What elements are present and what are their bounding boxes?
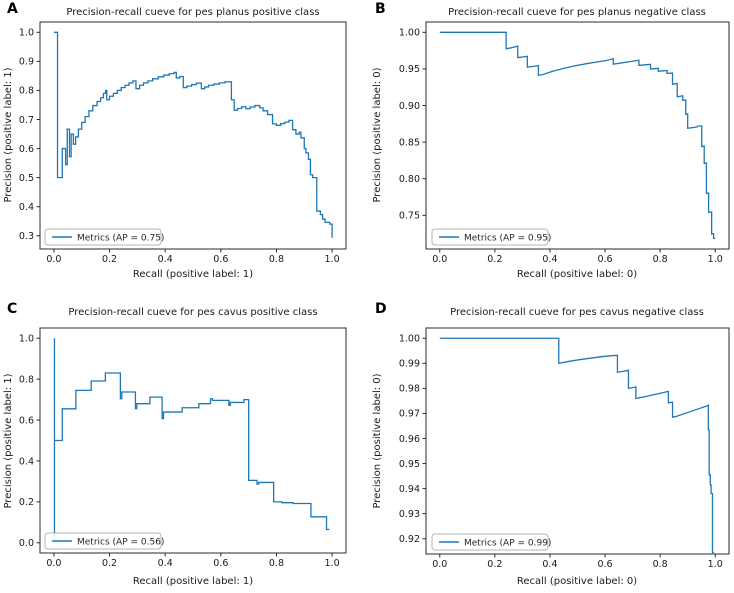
x-axis-tick-label: 0.4 [158, 254, 173, 265]
panel-c-xaxis-label: Recall (positive label: 1) [133, 576, 253, 587]
x-axis-tick-label: 0.8 [653, 254, 668, 265]
y-axis-tick-label: 0.4 [19, 202, 34, 213]
y-axis-tick-label: 1.00 [399, 28, 420, 39]
panel-c-title: Precision-recall cueve for pes cavus pos… [68, 307, 317, 318]
legend-label: Metrics (AP = 0.75) [77, 234, 164, 244]
y-axis-tick-label: 1.00 [399, 334, 420, 345]
panel-a-xaxis-label: Recall (positive label: 1) [133, 269, 253, 280]
x-axis-tick-label: 0.8 [653, 559, 668, 570]
panel-c-legend: Metrics (AP = 0.56) [44, 532, 164, 550]
x-axis-tick-label: 0.2 [487, 559, 502, 570]
y-axis-tick-label: 0.2 [19, 497, 34, 508]
panel-a: 0.0 0.2 0.4 0.6 0.8 1.0 0.3 0.4 0.5 0.6 0.7 0.8 0.9 1… [0, 0, 367, 296]
y-axis-tick-label: 0.92 [399, 534, 420, 545]
panel-a-yaxis-label: Precision (positive label: 1) [3, 67, 14, 202]
x-axis-tick-label: 0.8 [269, 558, 284, 569]
x-axis-tick-label: 0.2 [487, 254, 502, 265]
y-axis-tick-label: 0.0 [19, 538, 34, 549]
panel-d-plot: 0.0 0.2 0.4 0.6 0.8 1.0 0.92 0.93 0.94 0.95 0.96 0.… [372, 301, 730, 587]
y-axis-tick-label: 0.85 [399, 137, 420, 148]
x-axis-tick-label: 0.0 [432, 254, 447, 265]
legend-label: Metrics (AP = 0.99) [464, 539, 551, 549]
panel-b-title: Precision-recall cueve for pes planus ne… [448, 7, 706, 18]
panel-a-legend: Metrics (AP = 0.75) [44, 228, 164, 246]
panel-c-letter: C [7, 301, 17, 317]
y-axis-tick-label: 0.98 [399, 384, 420, 395]
y-axis-tick-label: 0.99 [399, 359, 420, 370]
panel-d-legend: Metrics (AP = 0.99) [431, 533, 551, 551]
panel-d-title: Precision-recall cueve for pes cavus neg… [450, 307, 704, 318]
legend-label: Metrics (AP = 0.95) [464, 234, 551, 244]
panel-b-yaxis-label: Precision (positive label: 0) [372, 67, 383, 202]
y-axis-tick-label: 0.90 [399, 101, 420, 112]
panel-b-legend: Metrics (AP = 0.95) [431, 228, 551, 246]
x-axis-tick-label: 0.4 [542, 559, 557, 570]
panel-b: 0.0 0.2 0.4 0.6 0.8 1.0 0.75 0.80 0.85 0.90 0.95 1.… [367, 0, 734, 296]
y-axis-tick-label: 1.0 [19, 28, 34, 39]
pr-curve-line [439, 337, 714, 554]
y-axis-tick-label: 0.80 [399, 174, 420, 185]
axes-frame [39, 327, 347, 554]
y-axis-tick-label: 0.95 [399, 64, 420, 75]
y-axis-tick-label: 0.97 [399, 409, 420, 420]
y-axis-tick-label: 0.9 [19, 57, 34, 68]
y-axis-tick-label: 0.96 [399, 434, 420, 445]
panel-b-xaxis-label: Recall (positive label: 0) [517, 269, 637, 280]
axes-frame [425, 327, 730, 555]
y-axis-tick-label: 0.94 [399, 484, 420, 495]
panel-d-xaxis-label: Recall (positive label: 0) [517, 576, 637, 587]
x-axis-tick-label: 0.4 [158, 558, 173, 569]
pr-curve-line [53, 338, 330, 539]
x-axis-tick-label: 0.6 [213, 558, 228, 569]
pr-curve-line [53, 31, 333, 238]
y-axis-tick-label: 0.75 [399, 211, 420, 222]
panel-b-plot: 0.0 0.2 0.4 0.6 0.8 1.0 0.75 0.80 0.85 0.90 0.95 1.… [372, 1, 730, 280]
y-axis-tick-label: 0.6 [19, 144, 34, 155]
y-axis-tick-label: 0.3 [19, 231, 34, 242]
y-axis-tick-label: 0.5 [19, 173, 34, 184]
panel-b-letter: B [375, 1, 386, 17]
panel-a-letter: A [7, 1, 18, 17]
x-axis-tick-label: 0.2 [102, 254, 117, 265]
y-axis-tick-label: 0.7 [19, 115, 34, 126]
pr-curve-line [439, 31, 716, 240]
x-axis-tick-label: 0.6 [213, 254, 228, 265]
legend-label: Metrics (AP = 0.56) [77, 538, 164, 548]
panel-c-plot: 0.0 0.2 0.4 0.6 0.8 1.0 0.0 0.2 0.4 0.6 0.8 1.0 C P… [3, 301, 347, 587]
x-axis-tick-label: 0.4 [542, 254, 557, 265]
axes-frame [425, 21, 730, 250]
panel-d-letter: D [375, 301, 387, 317]
x-axis-tick-label: 0.6 [597, 559, 612, 570]
legend-frame [44, 228, 162, 246]
x-axis-tick-label: 1.0 [708, 254, 723, 265]
x-axis-tick-label: 1.0 [708, 559, 723, 570]
panel-c: 0.0 0.2 0.4 0.6 0.8 1.0 0.0 0.2 0.4 0.6 0.8 1.0 C P… [0, 296, 367, 593]
panel-d: 0.0 0.2 0.4 0.6 0.8 1.0 0.92 0.93 0.94 0.95 0.96 0.… [367, 296, 734, 593]
x-axis-tick-label: 0.0 [432, 559, 447, 570]
legend-frame [431, 533, 549, 551]
panel-a-plot: 0.0 0.2 0.4 0.6 0.8 1.0 0.3 0.4 0.5 0.6 0.7 0.8 0.9 1… [3, 1, 347, 280]
y-axis-tick-label: 0.93 [399, 509, 420, 520]
legend-frame [44, 532, 162, 550]
x-axis-tick-label: 1.0 [325, 558, 340, 569]
panel-c-yaxis-label: Precision (positive label: 1) [3, 373, 14, 508]
y-axis-tick-label: 0.8 [19, 86, 34, 97]
x-axis-tick-label: 0.0 [46, 254, 61, 265]
panel-d-yaxis-label: Precision (positive label: 0) [372, 373, 383, 508]
y-axis-tick-label: 0.8 [19, 374, 34, 385]
y-axis-tick-label: 0.4 [19, 456, 34, 467]
x-axis-tick-label: 0.8 [269, 254, 284, 265]
x-axis-tick-label: 0.0 [46, 558, 61, 569]
legend-frame [431, 228, 549, 246]
panel-a-title: Precision-recall cueve for pes planus po… [66, 7, 319, 18]
y-axis-tick-label: 0.6 [19, 415, 34, 426]
x-axis-tick-label: 0.6 [597, 254, 612, 265]
x-axis-tick-label: 0.2 [102, 558, 117, 569]
x-axis-tick-label: 1.0 [325, 254, 340, 265]
y-axis-tick-label: 1.0 [19, 334, 34, 345]
y-axis-tick-label: 0.95 [399, 459, 420, 470]
axes-frame [39, 21, 347, 250]
